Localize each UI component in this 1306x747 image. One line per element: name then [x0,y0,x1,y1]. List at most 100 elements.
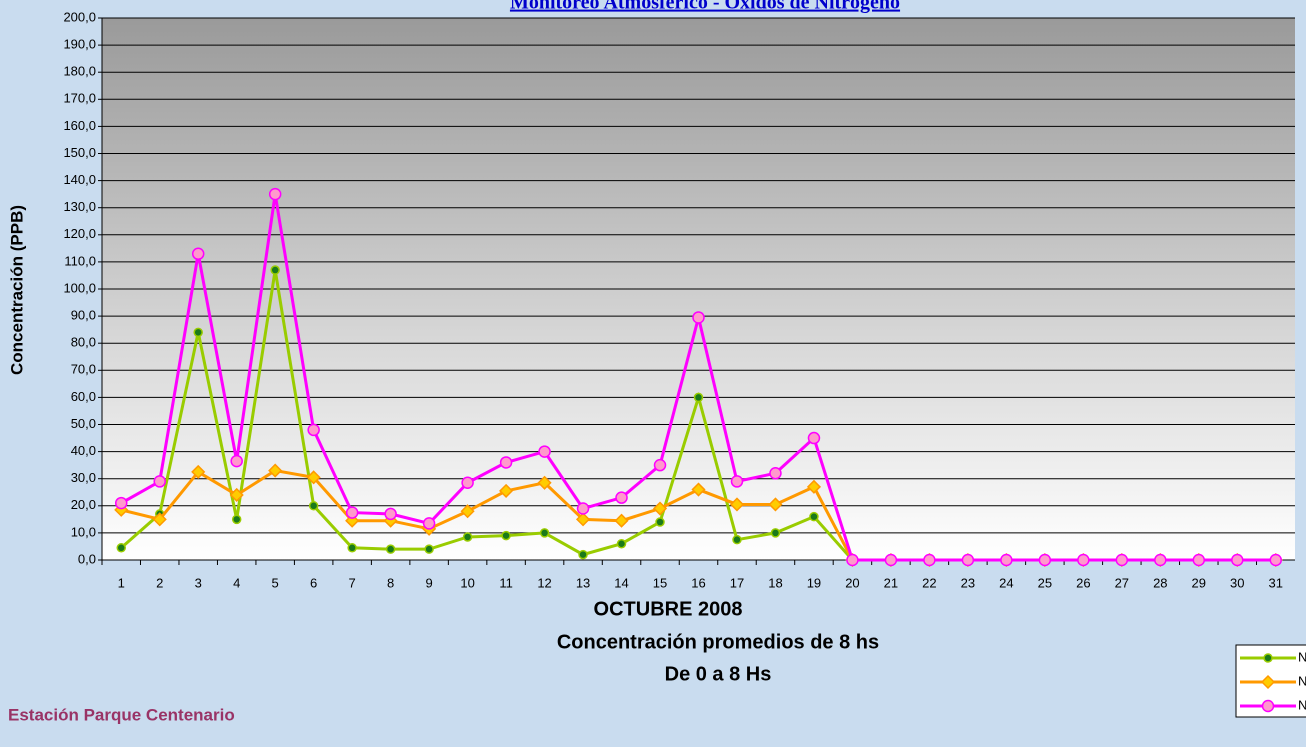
data-point [462,477,473,488]
data-point [656,518,664,526]
y-tick-label: 90,0 [71,308,96,323]
data-point [616,492,627,503]
data-point [731,476,742,487]
legend-marker [1264,654,1272,662]
x-tick-label: 2 [156,575,163,590]
y-tick-label: 50,0 [71,416,96,431]
data-point [695,393,703,401]
data-point [231,456,242,467]
x-tick-label: 21 [884,575,898,590]
data-point [424,518,435,529]
x-tick-label: 18 [768,575,782,590]
y-tick-label: 190,0 [63,37,96,52]
y-tick-label: 30,0 [71,470,96,485]
data-point [117,544,125,552]
legend-label: N [1298,697,1306,712]
x-tick-label: 19 [807,575,821,590]
data-point [1116,555,1127,566]
data-point [539,446,550,457]
y-tick-label: 120,0 [63,226,96,241]
x-tick-label: 10 [460,575,474,590]
x-axis-title: Concentración promedios de 8 hs [557,631,879,653]
data-point [233,515,241,523]
x-tick-label: 23 [961,575,975,590]
y-axis-title: Concentración (PPB) [7,205,26,375]
x-axis-title: OCTUBRE 2008 [594,598,743,620]
y-tick-label: 80,0 [71,335,96,350]
data-point [425,545,433,553]
data-point [885,555,896,566]
x-tick-label: 27 [1115,575,1129,590]
legend-label: N [1298,673,1306,688]
data-point [1155,555,1166,566]
x-tick-label: 7 [349,575,356,590]
data-point [194,328,202,336]
data-point [771,529,779,537]
data-point [310,502,318,510]
data-point [387,545,395,553]
data-point [308,424,319,435]
data-point [579,551,587,559]
y-tick-label: 150,0 [63,145,96,160]
x-tick-label: 16 [691,575,705,590]
legend-marker [1263,701,1274,712]
y-tick-label: 100,0 [63,280,96,295]
x-tick-label: 22 [922,575,936,590]
data-point [733,536,741,544]
x-tick-label: 31 [1269,575,1283,590]
data-point [808,433,819,444]
chart: Monitoreo Atmosférico - Óxidos de Nitróg… [0,0,1306,747]
y-tick-label: 20,0 [71,497,96,512]
x-tick-label: 4 [233,575,240,590]
x-tick-label: 1 [118,575,125,590]
data-point [578,503,589,514]
x-tick-label: 20 [845,575,859,590]
y-tick-label: 60,0 [71,389,96,404]
data-point [348,544,356,552]
y-tick-label: 10,0 [71,524,96,539]
x-tick-label: 26 [1076,575,1090,590]
data-point [1232,555,1243,566]
x-tick-label: 12 [537,575,551,590]
x-axis-title: De 0 a 8 Hs [665,663,772,685]
data-point [810,513,818,521]
data-point [1078,555,1089,566]
data-point [193,248,204,259]
data-point [962,555,973,566]
data-point [770,468,781,479]
data-point [847,555,858,566]
data-point [1193,555,1204,566]
data-point [501,457,512,468]
data-point [1039,555,1050,566]
y-tick-label: 170,0 [63,91,96,106]
x-tick-label: 9 [425,575,432,590]
y-tick-label: 0,0 [78,551,96,566]
x-tick-label: 8 [387,575,394,590]
data-point [655,460,666,471]
y-tick-label: 180,0 [63,64,96,79]
x-tick-label: 5 [272,575,279,590]
y-tick-label: 40,0 [71,443,96,458]
data-point [502,532,510,540]
x-tick-label: 17 [730,575,744,590]
legend-label: N [1298,649,1306,664]
y-tick-label: 70,0 [71,362,96,377]
y-tick-label: 200,0 [63,9,96,24]
data-point [1001,555,1012,566]
data-point [1270,555,1281,566]
y-tick-label: 130,0 [63,199,96,214]
chart-title: Monitoreo Atmosférico - Óxidos de Nitróg… [510,0,900,14]
data-point [464,533,472,541]
y-tick-label: 160,0 [63,118,96,133]
x-tick-label: 11 [499,575,513,590]
data-point [347,507,358,518]
x-tick-label: 6 [310,575,317,590]
x-tick-label: 15 [653,575,667,590]
data-point [385,508,396,519]
x-tick-label: 3 [195,575,202,590]
data-point [271,266,279,274]
y-tick-label: 140,0 [63,172,96,187]
data-point [693,312,704,323]
data-point [116,498,127,509]
x-tick-label: 28 [1153,575,1167,590]
